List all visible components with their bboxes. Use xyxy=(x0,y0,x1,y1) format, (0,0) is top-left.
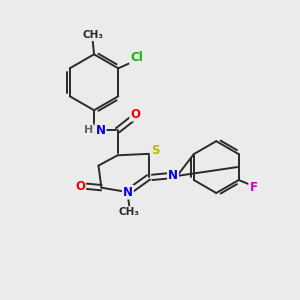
Text: CH₃: CH₃ xyxy=(82,30,103,40)
Text: N: N xyxy=(95,124,106,137)
Text: S: S xyxy=(151,144,159,158)
Text: F: F xyxy=(249,181,257,194)
Text: O: O xyxy=(130,108,140,121)
Text: N: N xyxy=(123,186,133,199)
Text: H: H xyxy=(84,125,93,135)
Text: Cl: Cl xyxy=(130,51,143,64)
Text: O: O xyxy=(75,180,85,193)
Text: N: N xyxy=(168,169,178,182)
Text: CH₃: CH₃ xyxy=(119,207,140,217)
